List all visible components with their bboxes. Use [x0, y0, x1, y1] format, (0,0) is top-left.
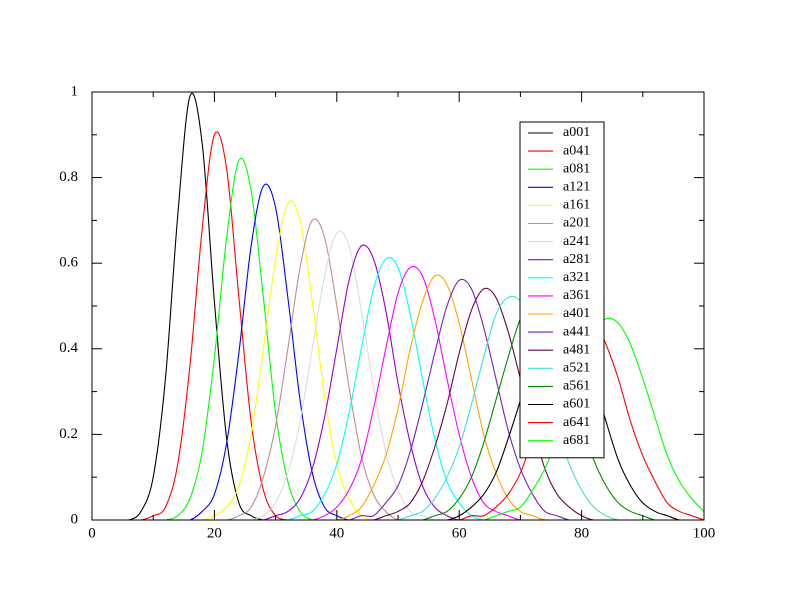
x-tick-label: 80 — [574, 525, 589, 541]
legend-label: a241 — [563, 234, 590, 249]
x-tick-label: 40 — [329, 525, 344, 541]
legend-label: a521 — [563, 361, 590, 376]
legend-label: a041 — [563, 143, 590, 158]
legend-label: a161 — [563, 198, 590, 213]
x-tick-label: 0 — [88, 525, 96, 541]
y-tick-label: 0.4 — [59, 340, 78, 356]
legend-label: a561 — [563, 379, 590, 394]
legend-label: a001 — [563, 125, 590, 140]
legend-label: a361 — [563, 288, 590, 303]
legend-label: a281 — [563, 252, 590, 267]
y-tick-label: 1 — [71, 83, 79, 99]
legend-label: a481 — [563, 342, 590, 357]
legend-label: a081 — [563, 161, 590, 176]
legend-label: a201 — [563, 216, 590, 231]
legend: a001 a041 a081 a121 a161 a201 a241 a281 a321 a361… — [519, 121, 605, 459]
legend-box — [519, 121, 605, 459]
legend-label: a601 — [563, 397, 590, 412]
y-tick-label: 0.6 — [59, 255, 78, 271]
y-tick-label: 0.8 — [59, 169, 78, 185]
legend-label: a121 — [563, 180, 590, 195]
y-tick-label: 0 — [71, 511, 79, 527]
plot-area: 0 20 40 60 80 100 0 0.2 0.4 0.6 0.8 1 — [59, 83, 715, 541]
x-tick-label: 100 — [693, 525, 716, 541]
legend-label: a641 — [563, 415, 590, 430]
legend-label: a681 — [563, 433, 590, 448]
y-tick-label: 0.2 — [59, 426, 78, 442]
legend-label: a441 — [563, 324, 590, 339]
x-tick-label: 20 — [207, 525, 222, 541]
legend-label: a401 — [563, 306, 590, 321]
legend-label: a321 — [563, 270, 590, 285]
x-tick-label: 60 — [452, 525, 467, 541]
